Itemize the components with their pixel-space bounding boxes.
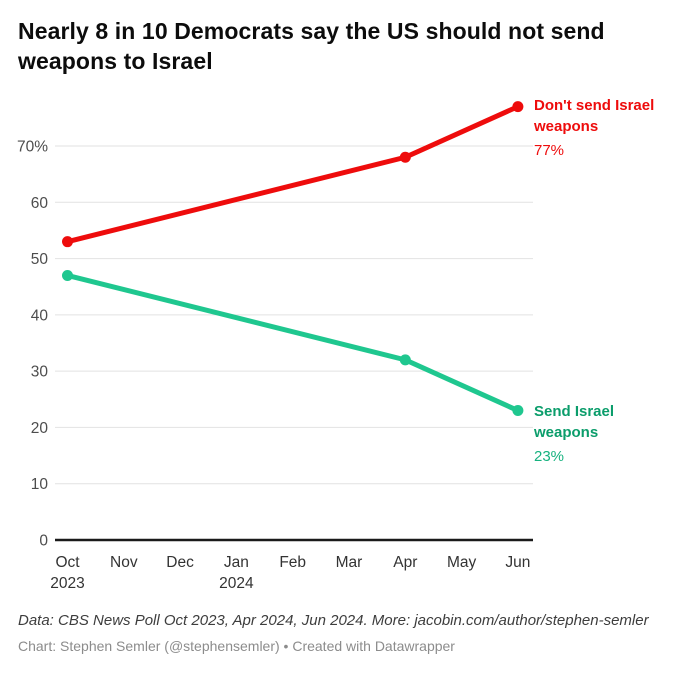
data-point-dot: [62, 269, 73, 281]
y-tick-label: 50: [31, 251, 49, 268]
x-tick-label: Feb: [279, 554, 306, 571]
series-name-label: Send Israel weapons: [534, 403, 615, 441]
data-point-dot: [399, 151, 411, 163]
x-tick-label: Apr: [393, 554, 417, 571]
x-tick-label: May: [447, 554, 477, 571]
x-tick-label: Dec: [166, 554, 194, 571]
x-tick-label: Mar: [336, 554, 363, 571]
data-point-dot: [512, 405, 524, 417]
y-tick-label: 60: [31, 195, 49, 212]
series-name-label: Don't send Israel weapons: [534, 97, 655, 135]
series-value-label: 77%: [534, 142, 565, 159]
x-tick-label: Jun: [505, 554, 530, 571]
series-label-dont-send-weapons: Don't send Israel weapons 77%: [534, 95, 666, 161]
y-tick-label: 10: [31, 476, 49, 493]
data-source-note: Data: CBS News Poll Oct 2023, Apr 2024, …: [18, 612, 649, 629]
series-line: [65, 104, 521, 245]
series-label-send-weapons: Send Israel weapons 23%: [534, 401, 666, 467]
series-line: [65, 272, 521, 414]
data-point-dot: [399, 354, 411, 366]
chart-byline: Chart: Stephen Semler (@stephensemler) •…: [18, 638, 455, 654]
x-tick-label: Oct: [55, 554, 80, 571]
y-tick-label: 20: [31, 420, 49, 437]
series-value-label: 23%: [534, 448, 565, 465]
data-point-dot: [512, 101, 524, 113]
x-tick-sublabel: 2024: [219, 575, 254, 592]
y-tick-label: 40: [31, 307, 49, 324]
y-tick-label: 30: [31, 364, 49, 381]
x-tick-label: Nov: [110, 554, 138, 571]
y-tick-label: 0: [39, 533, 48, 550]
x-tick-label: Jan: [224, 554, 249, 571]
y-tick-label: 70%: [17, 139, 48, 156]
data-point-dot: [62, 236, 73, 248]
x-tick-sublabel: 2023: [50, 575, 84, 592]
chart-title: Nearly 8 in 10 Democrats say the US shou…: [18, 18, 605, 74]
chart-footer: Data: CBS News Poll Oct 2023, Apr 2024, …: [18, 611, 670, 655]
